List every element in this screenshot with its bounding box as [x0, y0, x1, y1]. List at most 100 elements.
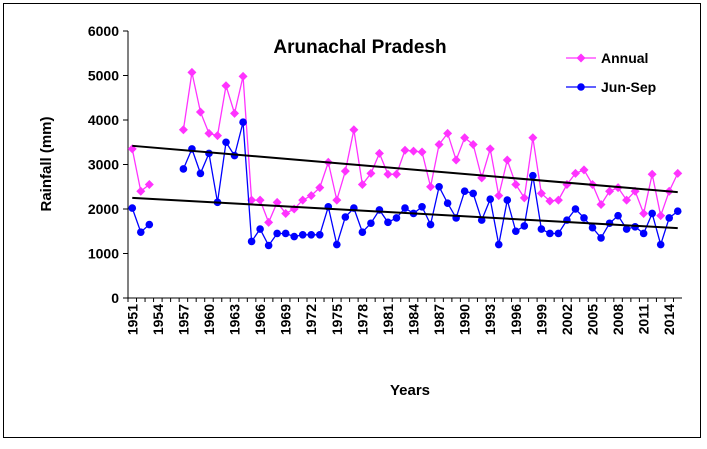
data-point	[554, 229, 563, 238]
data-point	[656, 211, 666, 221]
data-point	[401, 204, 409, 212]
data-point	[195, 107, 205, 117]
data-point	[400, 145, 410, 155]
data-point	[545, 196, 555, 206]
data-point	[435, 182, 443, 191]
data-point	[673, 207, 682, 216]
data-point	[367, 219, 375, 228]
data-point	[221, 81, 231, 91]
x-tick-label: 2014	[661, 304, 677, 335]
y-axis-label: Rainfall (mm)	[38, 116, 55, 211]
data-point	[196, 169, 205, 178]
data-point	[281, 208, 291, 218]
data-point	[443, 128, 453, 138]
data-point	[272, 197, 282, 207]
data-point	[391, 169, 401, 179]
data-point	[639, 229, 648, 238]
x-tick-label: 1981	[380, 304, 396, 335]
data-point	[298, 195, 308, 205]
data-point	[315, 231, 324, 239]
data-point	[511, 180, 521, 190]
data-point	[597, 234, 605, 242]
x-tick-label: 1960	[201, 304, 217, 335]
data-point	[333, 240, 341, 249]
data-point	[247, 237, 256, 246]
data-point	[136, 186, 146, 196]
x-axis-label: Years	[390, 382, 430, 399]
data-point	[409, 146, 419, 156]
data-point	[145, 220, 154, 229]
data-point	[357, 180, 367, 190]
y-tick-label: 6000	[88, 23, 119, 39]
data-point	[281, 229, 290, 238]
data-point	[349, 125, 359, 135]
data-point	[546, 229, 554, 238]
data-point	[418, 202, 426, 211]
data-point	[639, 208, 649, 218]
legend-label: Annual	[601, 50, 648, 66]
x-tick-label: 1963	[227, 304, 243, 335]
data-point	[614, 211, 622, 220]
data-point	[485, 144, 495, 154]
data-point	[536, 188, 546, 198]
x-tick-label: 1969	[278, 304, 294, 335]
data-point	[273, 229, 281, 238]
data-point	[255, 195, 265, 205]
x-tick-label: 1984	[406, 304, 422, 335]
legend-marker	[576, 53, 586, 63]
x-tick-label: 2005	[585, 304, 601, 335]
y-tick-label: 0	[111, 290, 119, 306]
data-point	[204, 128, 214, 138]
data-point	[187, 67, 197, 77]
x-tick-label: 1987	[431, 304, 447, 335]
y-tick-label: 5000	[88, 68, 119, 84]
x-tick-label: 1966	[252, 304, 268, 335]
data-point	[374, 148, 384, 158]
data-point	[264, 217, 274, 227]
data-point	[256, 225, 264, 233]
data-point	[570, 168, 580, 178]
data-point	[290, 232, 299, 241]
data-point	[443, 199, 452, 208]
legend-label: Jun-Sep	[601, 79, 656, 95]
data-point	[528, 133, 538, 143]
data-point	[512, 227, 520, 236]
x-tick-label: 1957	[175, 304, 191, 335]
data-point	[426, 220, 435, 229]
x-tick-label: 1999	[533, 304, 549, 335]
data-point	[340, 166, 350, 176]
data-point	[486, 195, 495, 204]
y-tick-label: 4000	[88, 112, 119, 128]
x-tick-label: 1978	[354, 304, 370, 335]
x-tick-label: 2002	[559, 304, 575, 335]
data-point	[571, 205, 580, 213]
x-tick-label: 1972	[303, 304, 319, 335]
data-point	[647, 169, 657, 179]
data-point	[384, 218, 392, 227]
x-tick-label: 1951	[124, 304, 140, 335]
x-tick-label: 1990	[457, 304, 473, 335]
data-point	[230, 108, 240, 118]
data-point	[673, 168, 683, 178]
chart-title: Arunachal Pradesh	[273, 37, 446, 58]
data-point	[469, 189, 477, 198]
data-point	[238, 71, 248, 81]
y-tick-label: 2000	[88, 201, 119, 217]
x-tick-label: 1996	[508, 304, 524, 335]
data-point	[460, 187, 469, 195]
data-point	[502, 155, 512, 165]
data-point	[468, 139, 478, 149]
trend-line	[132, 144, 678, 194]
x-tick-label: 2011	[636, 304, 652, 335]
data-point	[298, 231, 307, 239]
data-point	[622, 225, 631, 233]
data-point	[622, 195, 632, 205]
data-point	[306, 191, 316, 201]
data-point	[315, 183, 325, 193]
y-tick-label: 1000	[88, 246, 119, 262]
data-point	[588, 223, 597, 232]
data-point	[434, 139, 444, 149]
data-point	[579, 165, 589, 175]
data-point	[341, 213, 350, 221]
